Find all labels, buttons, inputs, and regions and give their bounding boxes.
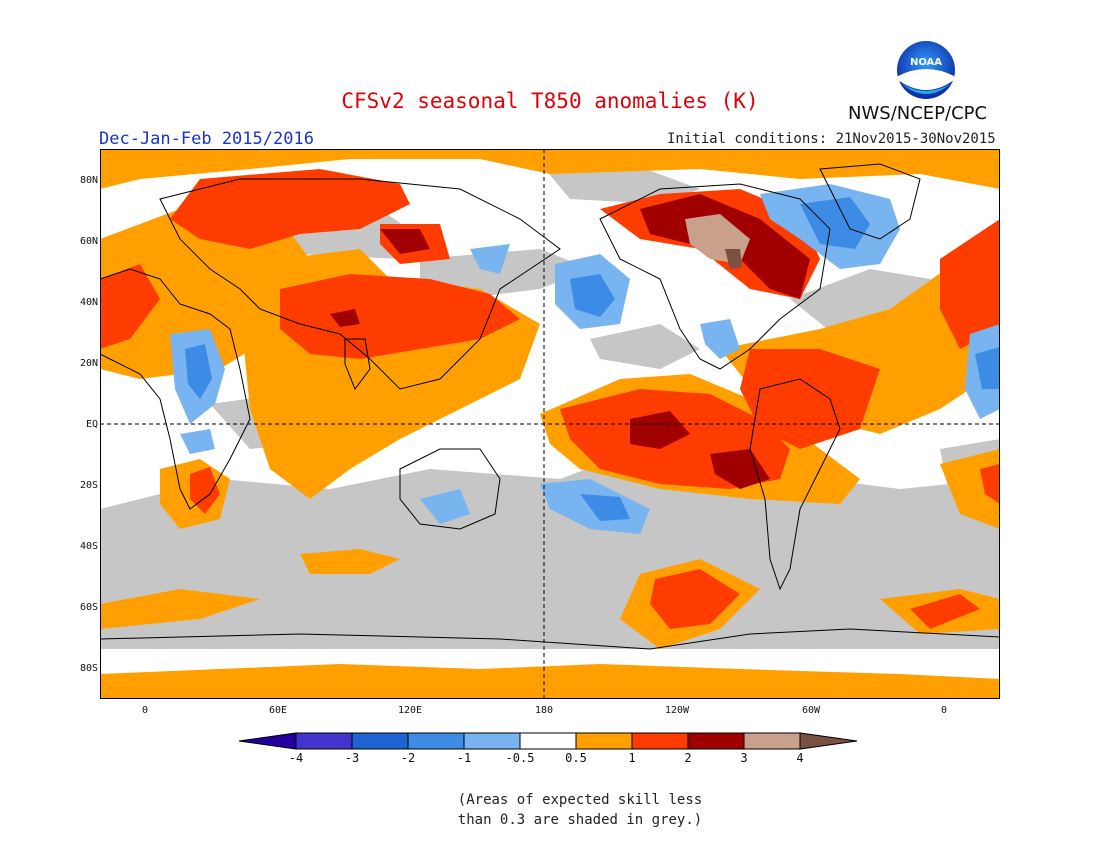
color-legend — [238, 732, 858, 750]
legend-cell — [407, 732, 465, 750]
legend-cell — [238, 732, 297, 750]
noaa-logo: NOAA — [897, 41, 955, 99]
legend-label: 4 — [796, 751, 804, 765]
chart-title: CFSv2 seasonal T850 anomalies (K) — [341, 89, 759, 113]
legend-label: -0.5 — [505, 751, 535, 765]
lon-label: 180 — [534, 705, 554, 716]
lon-label: 120W — [664, 705, 690, 716]
lat-label: 40S — [79, 541, 98, 552]
lon-label: 120E — [397, 705, 423, 716]
lat-label: 80S — [79, 663, 98, 674]
legend-cell — [743, 732, 801, 750]
warm-anomaly-max — [725, 249, 742, 269]
legend-label: 0.5 — [565, 751, 587, 765]
legend-label: -3 — [344, 751, 360, 765]
lon-label: 0 — [141, 705, 149, 716]
skill-note-line2: than 0.3 are shaded in grey.) — [457, 812, 703, 828]
lat-label: 80N — [79, 175, 98, 186]
legend-label: -4 — [288, 751, 304, 765]
legend-label: 2 — [684, 751, 692, 765]
lat-label: 40N — [79, 297, 98, 308]
coastlines — [100, 163, 1000, 650]
legend-cell — [687, 732, 745, 750]
lat-label: 60S — [79, 602, 98, 613]
legend-cell — [351, 732, 409, 750]
legend-cell — [799, 732, 858, 750]
noaa-logo-text: NOAA — [910, 57, 942, 68]
map-frame — [100, 149, 1000, 699]
legend-label: -2 — [400, 751, 416, 765]
legend-cell — [575, 732, 633, 750]
lon-label: 60W — [801, 705, 821, 716]
legend-label: -1 — [456, 751, 472, 765]
anomaly-map — [100, 149, 1000, 699]
lat-label: 20N — [79, 358, 98, 369]
legend-cell — [463, 732, 521, 750]
legend-cell — [519, 732, 577, 750]
lon-label: 60E — [268, 705, 288, 716]
legend-label: 1 — [628, 751, 636, 765]
lat-label: 20S — [79, 480, 98, 491]
agency-label: NWS/NCEP/CPC — [848, 103, 988, 124]
skill-note-line1: (Areas of expected skill less — [457, 792, 703, 808]
initial-conditions-label: Initial conditions: 21Nov2015-30Nov2015 — [667, 131, 996, 147]
season-label: Dec-Jan-Feb 2015/2016 — [99, 129, 314, 149]
legend-cell — [295, 732, 353, 750]
legend-cell — [631, 732, 689, 750]
lon-label: 0 — [940, 705, 948, 716]
cool-anomaly-strong — [185, 197, 1000, 521]
lat-label: EQ — [85, 419, 98, 430]
legend-label: 3 — [740, 751, 748, 765]
lat-label: 60N — [79, 236, 98, 247]
